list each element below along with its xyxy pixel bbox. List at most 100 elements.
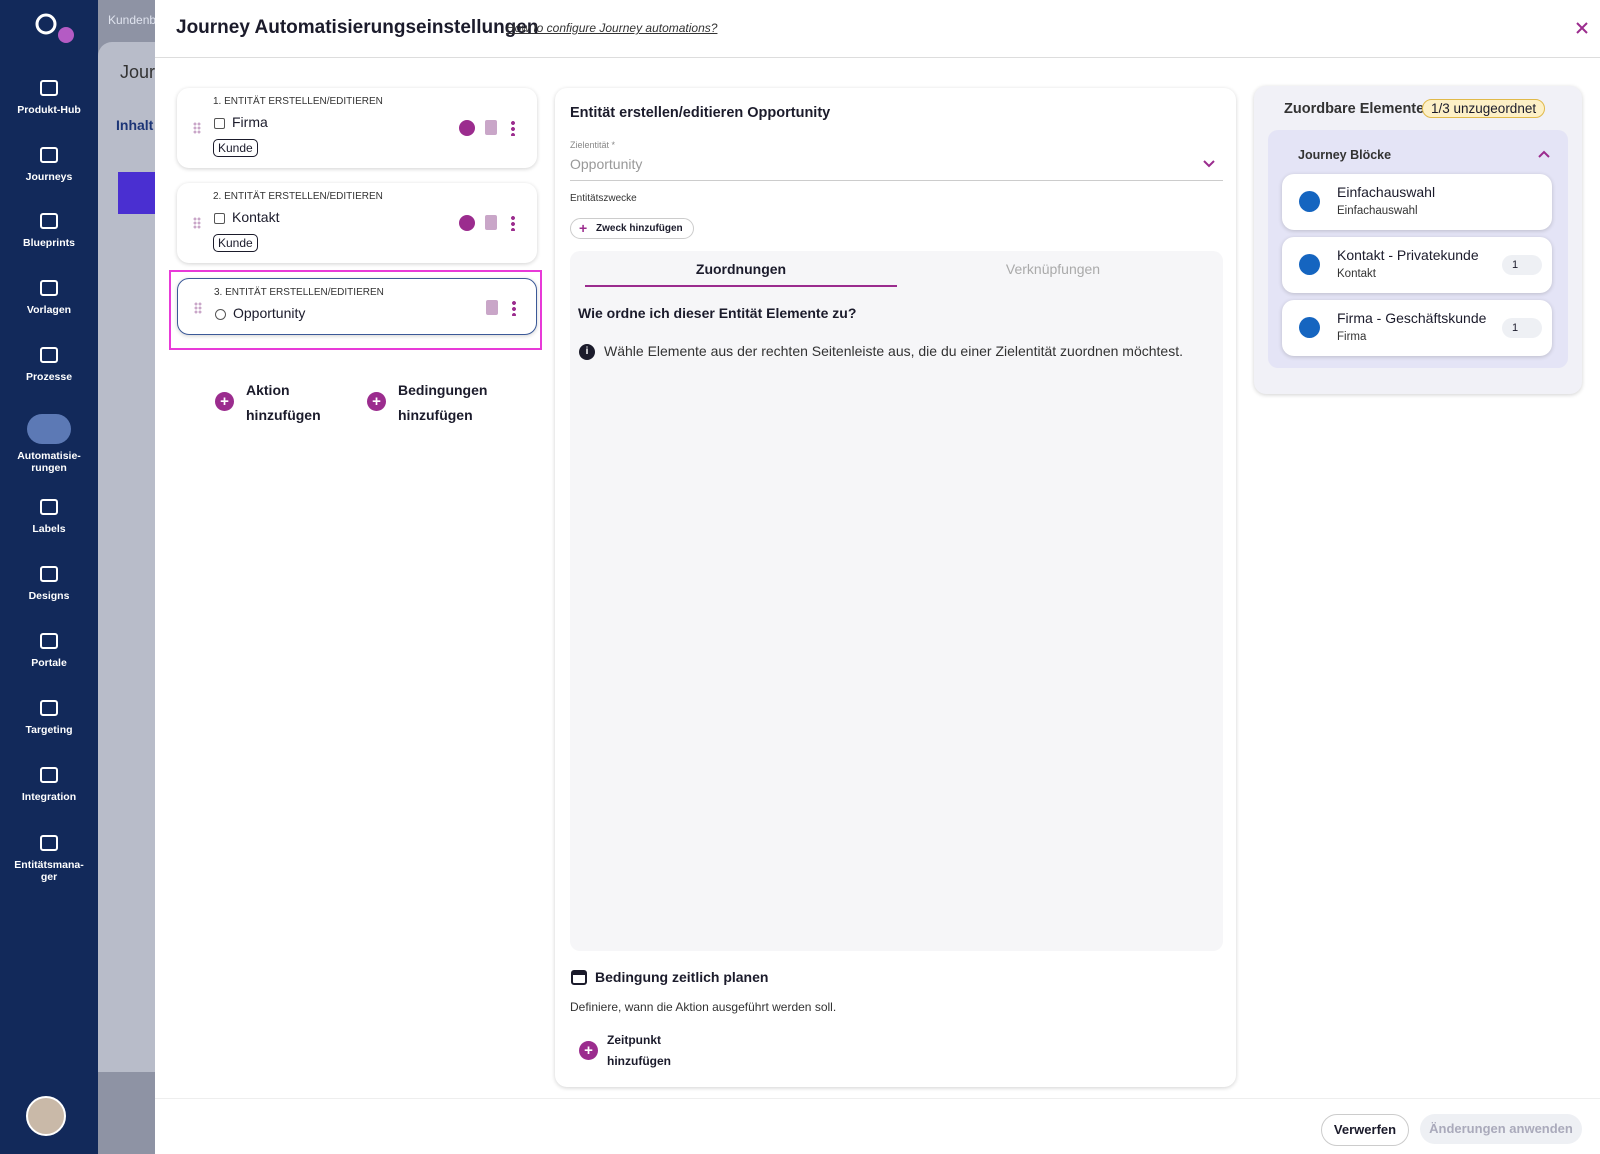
element-item[interactable]: Einfachauswahl Einfachauswahl <box>1282 174 1552 230</box>
add-condition[interactable]: + Bedingungen hinzufügen <box>367 378 487 428</box>
target-select[interactable]: Opportunity <box>570 156 1223 181</box>
modal-title: Journey Automatisierungseinstellungen <box>176 17 539 38</box>
element-subtitle: Firma <box>1337 331 1367 343</box>
entity-name: Opportunity <box>233 305 306 321</box>
sidebar: Produkt-Hub Journeys Blueprints Vorlagen Pro… <box>0 0 98 1154</box>
info-text: Wähle Elemente aus der rechten Seitenlei… <box>604 343 1183 359</box>
background-tab: Inhalt <box>116 117 154 133</box>
sidebar-label: Portale <box>31 657 67 669</box>
sidebar-icon <box>40 280 58 296</box>
entity-name: Kontakt <box>232 209 280 225</box>
collapse-icon[interactable] <box>1538 150 1550 158</box>
action-label: 3. ENTITÄT ERSTELLEN/EDITIEREN <box>214 287 384 298</box>
element-title: Firma - Geschäftskunde <box>1337 310 1487 326</box>
modal-header: Journey Automatisierungseinstellungen Ho… <box>155 0 1600 58</box>
element-title: Kontakt - Privatekunde <box>1337 247 1479 263</box>
delete-icon[interactable] <box>485 120 497 135</box>
avatar[interactable] <box>26 1096 66 1136</box>
drag-handle <box>193 122 201 134</box>
add-time-label: Zeitpunkt hinzufügen <box>607 1033 671 1068</box>
more-icon[interactable] <box>511 215 515 231</box>
delete-icon[interactable] <box>485 215 497 230</box>
entity-icon <box>215 309 226 320</box>
sidebar-item[interactable]: Portale <box>0 633 98 669</box>
calendar-icon <box>571 970 587 985</box>
drag-handle <box>193 217 201 229</box>
add-purpose[interactable]: + Zweck hinzufügen <box>570 218 694 239</box>
sidebar-item[interactable]: Journeys <box>0 147 98 183</box>
info-icon: i <box>579 344 595 360</box>
sidebar-label: Labels <box>32 523 66 535</box>
element-item[interactable]: Firma - Geschäftskunde Firma 1 <box>1282 300 1552 356</box>
sidebar-label: Blueprints <box>23 237 75 249</box>
tab[interactable]: Verknüpfungen <box>1005 261 1101 277</box>
schedule-desc: Definiere, wann die Aktion ausgeführt we… <box>570 1000 837 1014</box>
sidebar-item[interactable]: Labels <box>0 499 98 535</box>
sidebar-label: Vorlagen <box>26 304 72 316</box>
hide-icon[interactable] <box>459 120 475 136</box>
elements-title: Zuordbare Elemente <box>1284 101 1425 117</box>
sidebar-item[interactable]: Targeting <box>0 700 98 736</box>
add-element-icon <box>1299 191 1320 212</box>
sidebar-icon <box>40 80 58 96</box>
more-icon[interactable] <box>511 120 515 136</box>
editor-title: Entität erstellen/editieren Opportunity <box>570 105 831 121</box>
breadcrumb: Kundenb <box>108 13 157 27</box>
tab-active[interactable]: Zuordnungen <box>585 251 897 287</box>
sidebar-item[interactable]: Integration <box>0 767 98 803</box>
element-item[interactable]: Kontakt - Privatekunde Kontakt 1 <box>1282 237 1552 293</box>
discard-button[interactable]: Verwerfen <box>1321 1114 1409 1146</box>
sidebar-label: Prozesse <box>25 371 73 383</box>
target-label: Zielentität * <box>570 140 616 150</box>
sidebar-label: Targeting <box>25 724 73 736</box>
apply-button[interactable]: Änderungen anwenden <box>1420 1114 1582 1144</box>
background-page: Kundenb Jour Inhalt <box>98 0 158 1154</box>
action-card[interactable]: 1. ENTITÄT ERSTELLEN/EDITIEREN Firma Kunde <box>177 88 537 168</box>
sidebar-label: Produkt-Hub <box>17 104 81 116</box>
sidebar-item[interactable]: Prozesse <box>0 347 98 383</box>
sidebar-item[interactable]: Vorlagen <box>0 280 98 316</box>
modal: Journey Automatisierungseinstellungen Ho… <box>155 0 1600 1154</box>
logo <box>35 13 74 43</box>
hide-icon[interactable] <box>459 215 475 231</box>
add-condition-label: Bedingungen hinzufügen <box>398 382 488 423</box>
sidebar-item[interactable]: Blueprints <box>0 213 98 249</box>
action-card[interactable]: 3. ENTITÄT ERSTELLEN/EDITIEREN Opportunit… <box>177 278 537 335</box>
sidebar-icon <box>27 414 71 444</box>
delete-icon[interactable] <box>486 299 498 315</box>
target-value: Opportunity <box>570 156 643 172</box>
element-title: Einfachauswahl <box>1337 184 1436 200</box>
schedule-title: Bedingung zeitlich planen <box>595 969 769 985</box>
add-purpose-label: Zweck hinzufügen <box>596 223 683 234</box>
mapping-area: Zuordnungen Verknüpfungen Wie ordne ich … <box>570 251 1223 951</box>
question: Wie ordne ich dieser Entität Elemente zu… <box>578 305 857 321</box>
add-element-icon <box>1299 317 1320 338</box>
sidebar-item[interactable]: Designs <box>0 566 98 602</box>
action-card[interactable]: 2. ENTITÄT ERSTELLEN/EDITIEREN Kontakt Kun… <box>177 183 537 263</box>
element-count: 1 <box>1502 255 1542 275</box>
add-action[interactable]: + Aktion hinzufügen <box>215 378 321 428</box>
sidebar-item[interactable]: Entitätsmana- ger <box>0 835 98 883</box>
sidebar-item[interactable]: Produkt-Hub <box>0 80 98 116</box>
unassigned-badge: 1/3 unzugeordnet <box>1422 99 1546 118</box>
help-link[interactable]: How to configure Journey automations? <box>506 21 718 35</box>
elements-panel: Zuordbare Elemente 1/3 unzugeordnet Jour… <box>1254 86 1582 394</box>
more-icon[interactable] <box>512 299 516 316</box>
sidebar-icon <box>40 767 58 783</box>
element-subtitle: Kontakt <box>1337 268 1376 280</box>
entity-name: Firma <box>232 114 268 130</box>
sidebar-item[interactable]: Automatisie- rungen <box>0 414 98 474</box>
background-title: Jour <box>120 62 156 82</box>
section-title[interactable]: Journey Blöcke <box>1298 148 1392 162</box>
sidebar-label: Integration <box>21 791 77 803</box>
sidebar-icon <box>40 147 58 163</box>
sidebar-label: Entitätsmana- ger <box>14 859 84 883</box>
add-time[interactable]: + Zeitpunkt hinzufügen <box>579 1030 671 1072</box>
sidebar-icon <box>40 835 58 851</box>
sidebar-icon <box>40 633 58 649</box>
purposes-label: Entitätszwecke <box>570 193 637 204</box>
close-button[interactable] <box>1575 21 1589 35</box>
sidebar-label: Journeys <box>25 171 73 183</box>
sidebar-icon <box>40 347 58 363</box>
